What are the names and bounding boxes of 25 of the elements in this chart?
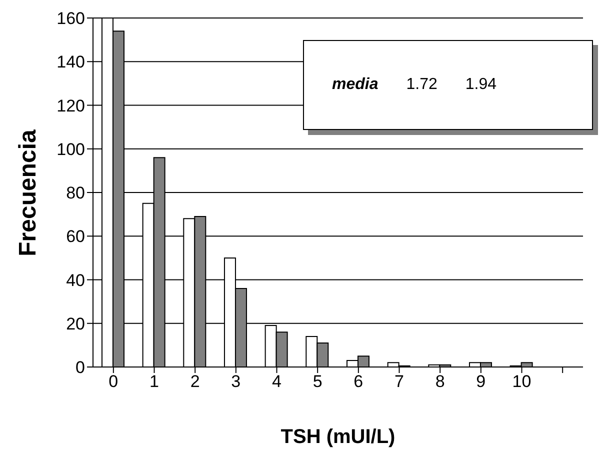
y-tick-label: 100 bbox=[56, 140, 85, 159]
x-axis-title: TSH (mUI/L) bbox=[280, 426, 396, 449]
y-axis-title: Frecuencia bbox=[14, 129, 42, 256]
x-tick-label: 6 bbox=[354, 372, 364, 392]
y-tick-label: 140 bbox=[56, 52, 85, 72]
annotation: 1.94 bbox=[465, 76, 497, 94]
x-tick-label: 9 bbox=[476, 372, 486, 392]
y-tick-label: 120 bbox=[56, 96, 85, 116]
y-tick-label: 20 bbox=[66, 314, 85, 334]
y-tick-label: 40 bbox=[66, 270, 85, 290]
x-tick-label: 7 bbox=[394, 372, 404, 392]
annotation: media bbox=[332, 76, 378, 94]
x-tick-label: 4 bbox=[272, 372, 282, 392]
x-tick-label: 0 bbox=[108, 372, 118, 392]
annotation: 1.72 bbox=[406, 76, 438, 94]
x-tick-label: 2 bbox=[190, 372, 200, 392]
x-tick-label: 10 bbox=[512, 372, 532, 392]
x-tick-label: 5 bbox=[312, 372, 322, 392]
x-tick-label: 1 bbox=[150, 372, 159, 392]
y-tick-label: 80 bbox=[66, 184, 85, 203]
x-tick-label: 3 bbox=[231, 372, 241, 392]
x-tick-label: 8 bbox=[435, 372, 445, 392]
y-tick-label: 60 bbox=[66, 227, 85, 246]
y-tick-label: 160 bbox=[56, 9, 85, 28]
y-tick-label: 0 bbox=[76, 358, 85, 378]
